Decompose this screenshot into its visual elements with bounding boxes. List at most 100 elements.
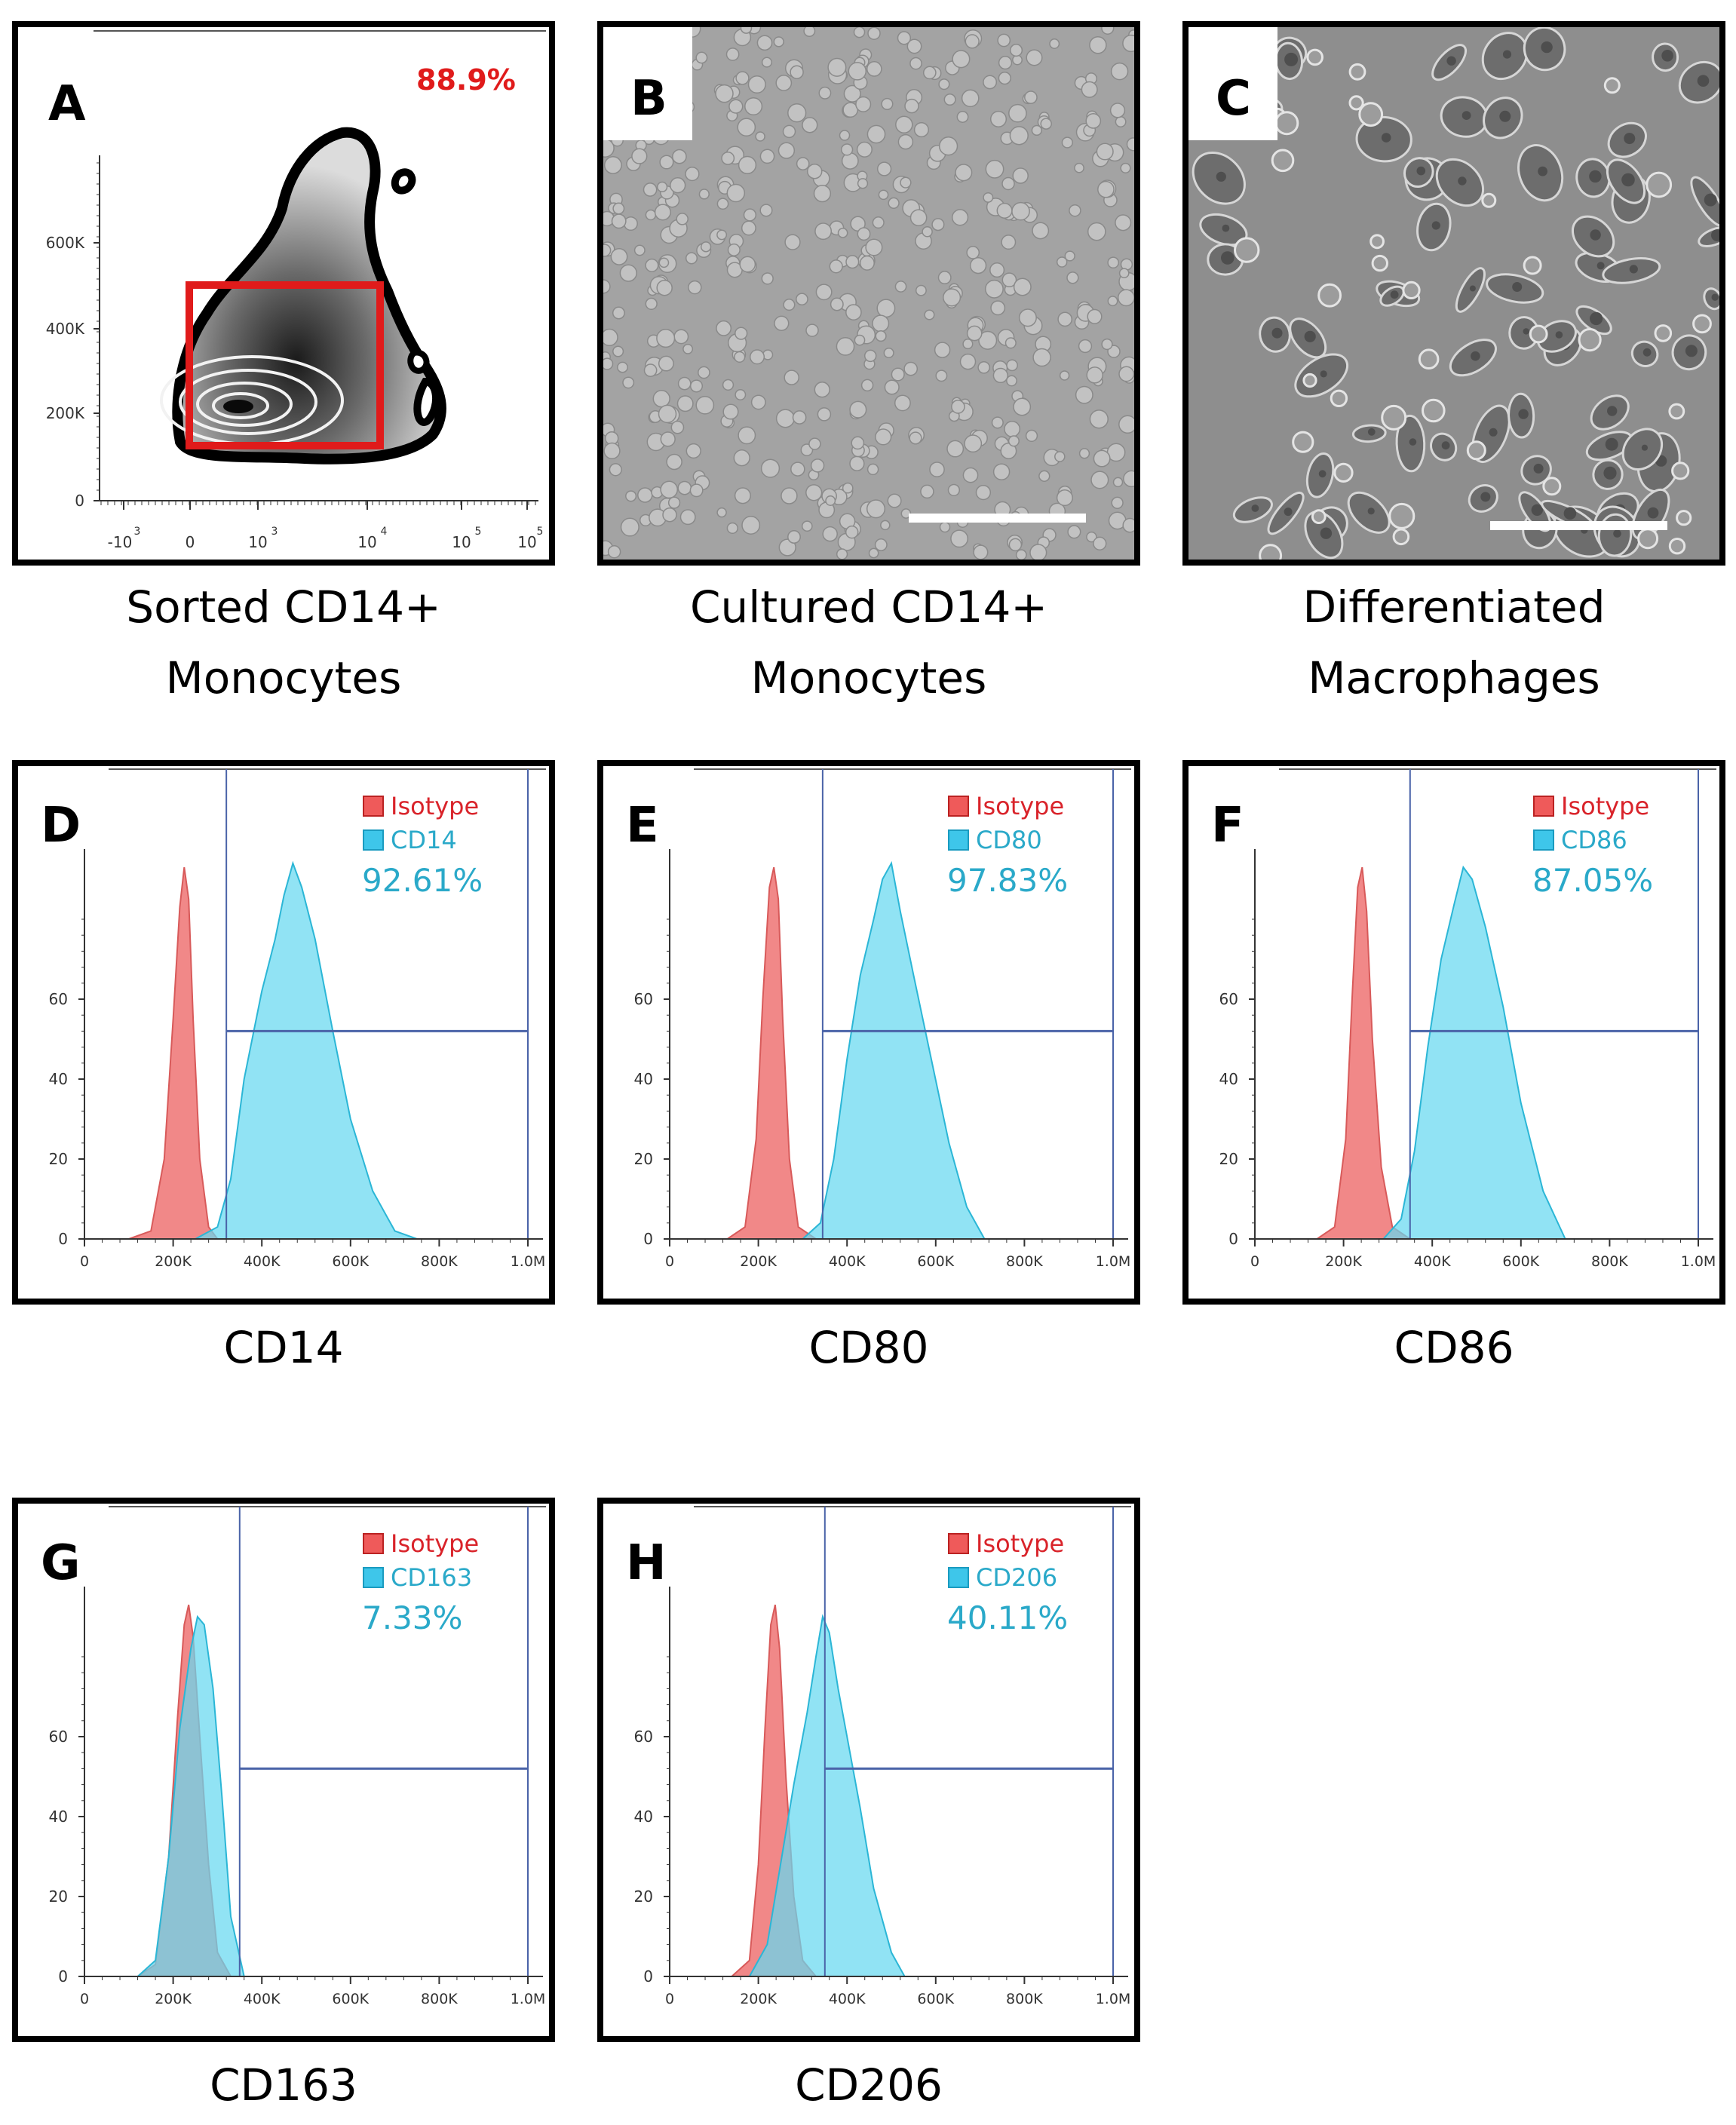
cell [658,257,670,268]
legend-label-marker: CD80 [976,826,1042,854]
legend-swatch-isotype [948,796,969,817]
cell [1122,517,1134,533]
y-tick-label: 60 [49,1728,68,1746]
legend-label-isotype: Isotype [976,1529,1064,1558]
cell [966,325,983,342]
cell [682,343,694,354]
panel-h: 0 20 40 60 0 200K 400K 600K 800K 1.0M H Isotype CD20… [597,1498,1140,2042]
cell [796,293,808,306]
y-tick-label: 40 [1219,1070,1238,1088]
cell [1078,448,1090,459]
macrophage-nucleus [1538,166,1547,176]
cell [922,226,933,238]
macrophage-nucleus [1381,133,1391,143]
cell [1032,222,1050,240]
cell [808,437,821,450]
cell [977,360,991,374]
cell [778,142,796,159]
gate-percent: 87.05% [1532,862,1653,899]
cell [866,499,886,519]
cell [1011,201,1030,221]
caption-d: CD14 [223,1322,344,1373]
cell [787,103,807,123]
macrophage-nucleus [1480,492,1491,502]
cell [1032,348,1051,367]
cell [734,351,746,363]
cell [875,428,892,446]
caption-c: Differentiated Macrophages [1182,572,1725,713]
cell [778,538,796,557]
cell [813,184,832,203]
cell [1123,470,1134,488]
macrophage-nucleus [1409,438,1417,446]
y-tick-label: 20 [634,1150,653,1168]
cell [760,458,781,478]
gate-percent: 40.11% [947,1599,1068,1636]
panel-f: 0 20 40 60 0 200K 400K 600K 800K 1.0M F Isotype CD86… [1182,760,1725,1305]
cell [1086,531,1097,543]
cell [759,149,775,164]
cell [761,272,774,285]
cell [845,304,862,320]
cell [909,431,922,445]
cell [700,241,712,253]
cell [790,461,805,477]
cell [1038,470,1050,482]
cell [645,297,658,311]
macrophage-nucleus [1489,428,1498,437]
macrophage-nucleus [1596,262,1605,270]
cell [874,538,888,551]
legend-label-isotype: Isotype [391,1529,479,1558]
histogram-e: 0 20 40 60 0 200K 400K 600K 800K 1.0M E Isotype CD80… [626,768,1131,1270]
cell [1101,338,1113,351]
x-tick-label: 0 [80,1253,89,1270]
round-cell [1371,254,1389,272]
x-tick-label: 600K [1502,1253,1539,1270]
cell [966,246,980,259]
legend-swatch-marker [363,829,384,851]
cell [989,110,1008,127]
legend-swatch-marker [948,1567,969,1588]
cell [939,521,951,533]
cell [872,314,890,333]
x-tick-label: 10 [357,533,376,551]
cell [1013,278,1032,296]
y-tick-label: 60 [634,990,653,1008]
cell [695,51,708,64]
caption-line-1: Differentiated [1302,581,1606,633]
caption-f: CD86 [1394,1322,1514,1373]
cell [1000,443,1017,459]
macrophage-nucleus [1367,507,1375,515]
cell [744,97,763,116]
legend-swatch-isotype [1533,796,1554,817]
macrophage-nucleus [1416,166,1426,176]
cell [1061,136,1073,149]
round-cell [1402,281,1421,299]
x-tick-label: 10 [517,533,536,551]
scale-bar [1490,521,1667,530]
round-cell [1311,509,1327,524]
cell [721,151,735,165]
cell [937,271,952,285]
cell [854,334,866,346]
cell [1096,143,1114,161]
cell [695,395,715,415]
cell [1081,81,1098,98]
cell [660,480,679,499]
caption-a: Sorted CD14+ Monocytes [12,572,555,713]
cell [827,57,847,77]
cell [887,493,902,508]
macrophage-nucleus [1697,75,1710,87]
histogram-isotype [1314,866,1413,1240]
cell [761,57,772,68]
macrophage-nucleus [1711,229,1719,241]
legend-swatch-isotype [363,1533,384,1554]
cell [856,141,873,158]
cell [738,426,756,445]
cell [1111,496,1124,509]
cell [913,122,929,138]
legend-swatch-isotype [948,1533,969,1554]
cell [978,330,998,350]
macrophage-nucleus [1216,171,1226,182]
